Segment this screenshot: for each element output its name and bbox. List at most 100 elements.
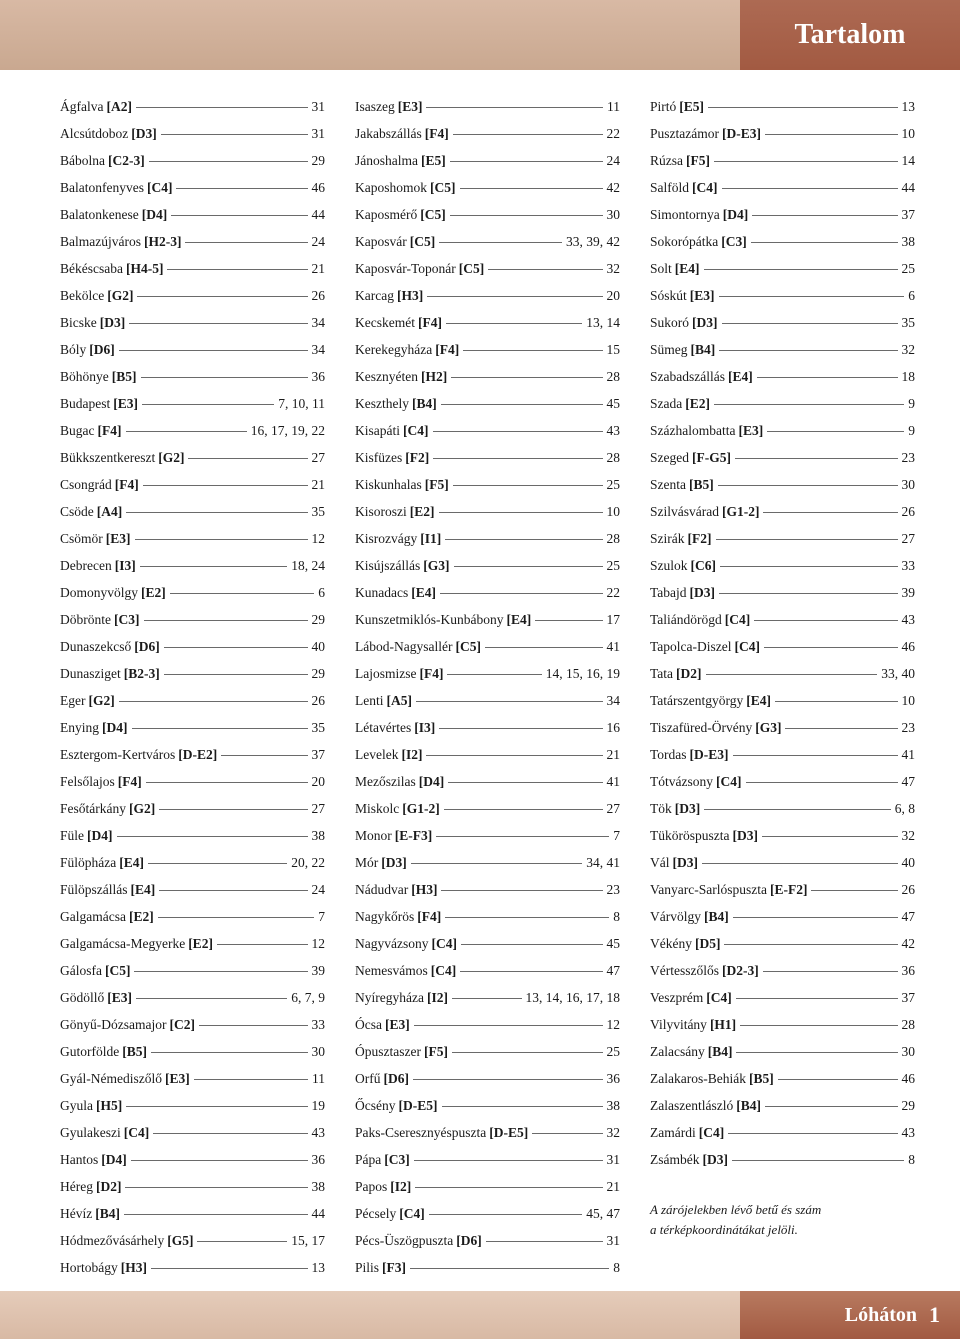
entry-name: Szenta bbox=[650, 478, 686, 492]
entry-name: Kunszetmiklós-Kunbábony bbox=[355, 613, 503, 627]
entry-pages: 44 bbox=[902, 181, 916, 195]
index-entry: Lábod-Nagysallér[C5]41 bbox=[355, 640, 620, 654]
entry-leader bbox=[217, 944, 308, 945]
index-entry: Dunaszekcső[D6]40 bbox=[60, 640, 325, 654]
entry-pages: 12 bbox=[607, 1018, 621, 1032]
entry-name: Felsőlajos bbox=[60, 775, 115, 789]
index-entry: Taliándörögd[C4]43 bbox=[650, 613, 915, 627]
entry-coord: [F4] bbox=[98, 424, 122, 438]
entry-pages: 14 bbox=[902, 154, 916, 168]
entry-name: Tök bbox=[650, 802, 672, 816]
index-entry: Isaszeg[E3]11 bbox=[355, 100, 620, 114]
index-entry: Hortobágy[H3]13 bbox=[60, 1261, 325, 1275]
entry-name: Eger bbox=[60, 694, 85, 708]
entry-name: Pécsely bbox=[355, 1207, 396, 1221]
entry-coord: [F4] bbox=[115, 478, 139, 492]
entry-coord: [E3] bbox=[107, 991, 132, 1005]
entry-leader bbox=[735, 458, 898, 459]
index-entry: Nyíregyháza[I2]13, 14, 16, 17, 18 bbox=[355, 991, 620, 1005]
entry-pages: 44 bbox=[312, 208, 326, 222]
entry-coord: [E2] bbox=[129, 910, 154, 924]
index-entry: Galgamácsa-Megyerke[E2]12 bbox=[60, 937, 325, 951]
index-entry: Zsámbék[D3]8 bbox=[650, 1153, 915, 1167]
index-entry: Tiszafüred-Örvény[G3]23 bbox=[650, 721, 915, 735]
entry-leader bbox=[136, 998, 287, 999]
index-entry: Vál[D3]40 bbox=[650, 856, 915, 870]
entry-coord: [A4] bbox=[97, 505, 123, 519]
entry-name: Bükkszentkereszt bbox=[60, 451, 155, 465]
entry-coord: [B4] bbox=[95, 1207, 120, 1221]
entry-leader bbox=[164, 674, 308, 675]
index-entry: Kaposvár-Toponár[C5]32 bbox=[355, 262, 620, 276]
index-entry: Zalakaros-Behiák[B5]46 bbox=[650, 1072, 915, 1086]
header-title-block: Tartalom bbox=[740, 0, 960, 70]
entry-coord: [H5] bbox=[96, 1099, 122, 1113]
entry-leader bbox=[185, 242, 307, 243]
entry-name: Budapest bbox=[60, 397, 110, 411]
index-entry: Bugac[F4]16, 17, 19, 22 bbox=[60, 424, 325, 438]
entry-coord: [D2] bbox=[96, 1180, 122, 1194]
entry-coord: [F4] bbox=[425, 127, 449, 141]
entry-pages: 37 bbox=[902, 991, 916, 1005]
entry-name: Monor bbox=[355, 829, 392, 843]
entry-name: Böhönye bbox=[60, 370, 109, 384]
entry-pages: 23 bbox=[902, 721, 916, 735]
entry-name: Veszprém bbox=[650, 991, 703, 1005]
entry-pages: 41 bbox=[902, 748, 916, 762]
entry-name: Pilis bbox=[355, 1261, 379, 1275]
entry-name: Bábolna bbox=[60, 154, 105, 168]
entry-pages: 30 bbox=[902, 478, 916, 492]
entry-coord: [E2] bbox=[188, 937, 213, 951]
entry-name: Gyál-Némediszőlő bbox=[60, 1072, 162, 1086]
entry-pages: 26 bbox=[312, 694, 326, 708]
entry-pages: 26 bbox=[902, 883, 916, 897]
entry-pages: 34 bbox=[312, 343, 326, 357]
legend-note: A zárójelekben lévő betű és száma térkép… bbox=[650, 1200, 915, 1239]
entry-coord: [C6] bbox=[691, 559, 717, 573]
entry-coord: [D6] bbox=[134, 640, 160, 654]
entry-coord: [D6] bbox=[456, 1234, 482, 1248]
entry-pages: 45, 47 bbox=[586, 1207, 620, 1221]
entry-coord: [B5] bbox=[122, 1045, 147, 1059]
index-entry: Gyál-Némediszőlő[E3]11 bbox=[60, 1072, 325, 1086]
entry-coord: [E5] bbox=[679, 100, 704, 114]
entry-coord: [I2] bbox=[390, 1180, 411, 1194]
entry-name: Százhalombatta bbox=[650, 424, 735, 438]
entry-coord: [G3] bbox=[423, 559, 449, 573]
entry-coord: [F5] bbox=[686, 154, 710, 168]
index-entry: Levelek[I2]21 bbox=[355, 748, 620, 762]
index-entry: Létavértes[I3]16 bbox=[355, 721, 620, 735]
entry-pages: 20 bbox=[312, 775, 326, 789]
entry-coord: [C5] bbox=[430, 181, 456, 195]
index-entry: Szada[E2]9 bbox=[650, 397, 915, 411]
entry-leader bbox=[176, 188, 307, 189]
entry-name: Lábod-Nagysallér bbox=[355, 640, 452, 654]
entry-coord: [D3] bbox=[675, 802, 701, 816]
legend-note-line2: a térképkoordinátákat jelöli. bbox=[650, 1220, 915, 1240]
entry-pages: 34 bbox=[312, 316, 326, 330]
entry-coord: [B4] bbox=[736, 1099, 761, 1113]
entry-pages: 19 bbox=[312, 1099, 326, 1113]
entry-coord: [E-F2] bbox=[770, 883, 808, 897]
entry-pages: 14, 15, 16, 19 bbox=[546, 667, 620, 681]
entry-pages: 15 bbox=[607, 343, 621, 357]
entry-pages: 17 bbox=[607, 613, 621, 627]
entry-name: Vál bbox=[650, 856, 670, 870]
entry-leader bbox=[197, 1241, 287, 1242]
entry-pages: 40 bbox=[312, 640, 326, 654]
index-entry: Böhönye[B5]36 bbox=[60, 370, 325, 384]
entry-pages: 6 bbox=[908, 289, 915, 303]
entry-leader bbox=[426, 755, 602, 756]
index-entry: Sokorópátka[C3]38 bbox=[650, 235, 915, 249]
index-entry: Kiskunhalas[F5]25 bbox=[355, 478, 620, 492]
entry-pages: 34 bbox=[607, 694, 621, 708]
entry-pages: 24 bbox=[312, 883, 326, 897]
entry-coord: [C2] bbox=[169, 1018, 195, 1032]
entry-leader bbox=[117, 836, 308, 837]
entry-leader bbox=[441, 890, 602, 891]
index-entry: Szabadszállás[E4]18 bbox=[650, 370, 915, 384]
index-entry: Tüköröspuszta[D3]32 bbox=[650, 829, 915, 843]
entry-pages: 25 bbox=[607, 559, 621, 573]
entry-pages: 23 bbox=[902, 451, 916, 465]
entry-coord: [E3] bbox=[690, 289, 715, 303]
